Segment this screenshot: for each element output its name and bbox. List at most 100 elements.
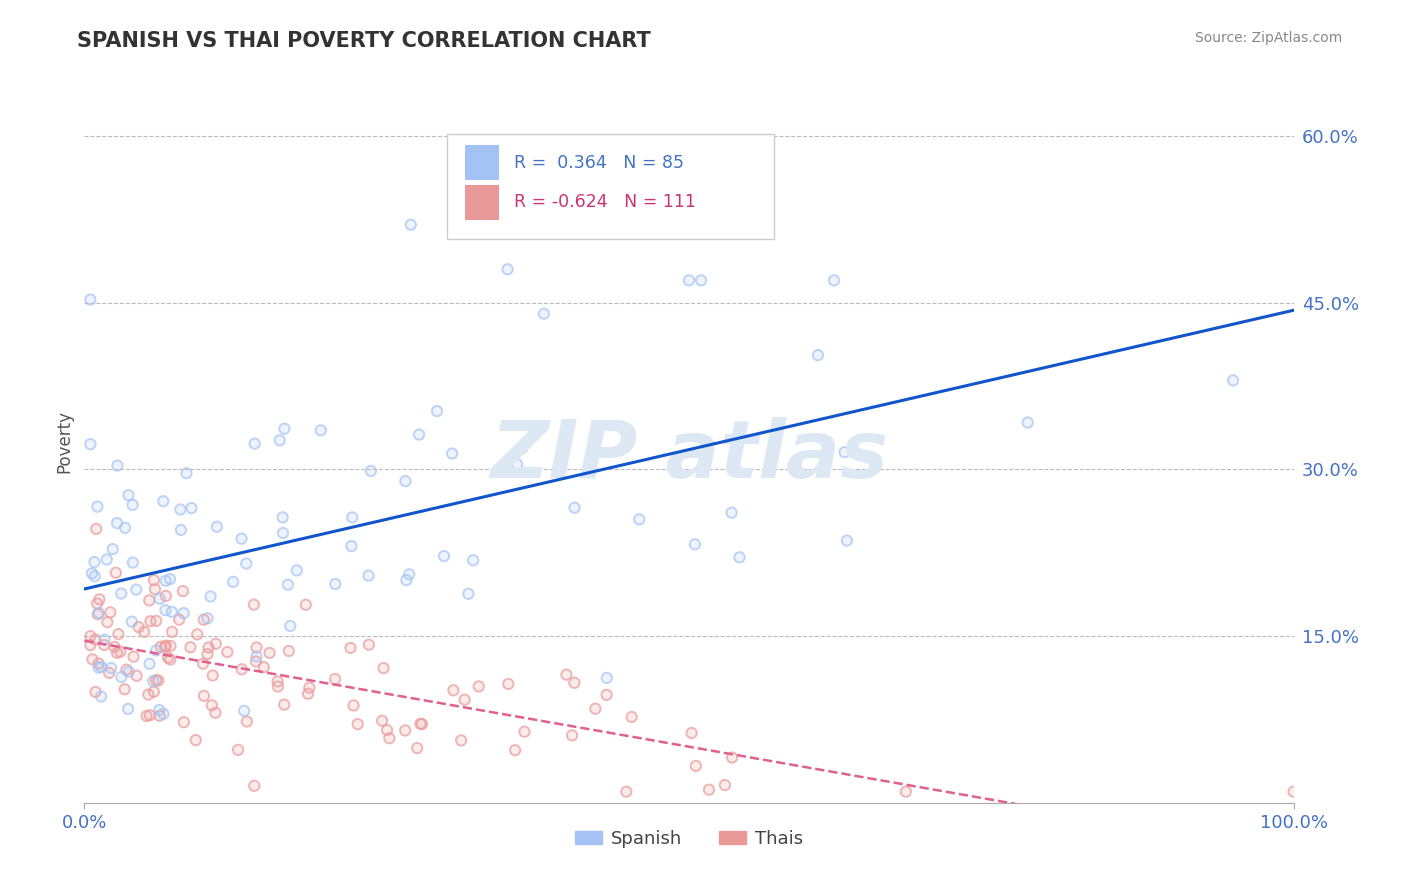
Point <box>297 687 319 701</box>
Point <box>145 673 167 688</box>
Point <box>79 293 101 307</box>
Point <box>201 668 224 682</box>
Point <box>184 733 207 747</box>
Point <box>125 669 148 683</box>
Point <box>93 638 115 652</box>
Point <box>122 649 145 664</box>
Point <box>197 647 219 661</box>
Point <box>84 522 107 536</box>
Point <box>107 458 129 473</box>
Point <box>87 661 110 675</box>
Point <box>159 572 181 586</box>
Point <box>114 521 136 535</box>
Point <box>121 498 143 512</box>
Point <box>298 681 321 695</box>
Point <box>277 644 299 658</box>
Point <box>160 624 183 639</box>
Point <box>1222 373 1244 387</box>
Point <box>159 652 181 666</box>
Point <box>145 614 167 628</box>
Point <box>117 702 139 716</box>
Point <box>411 717 433 731</box>
Point <box>84 522 107 536</box>
Point <box>426 404 449 418</box>
Point <box>197 647 219 661</box>
Point <box>236 714 259 729</box>
Point <box>79 629 101 643</box>
Point <box>160 605 183 619</box>
Point <box>80 566 103 581</box>
Point <box>406 741 429 756</box>
Point <box>121 615 143 629</box>
Text: R =  0.364   N = 85: R = 0.364 N = 85 <box>513 153 683 171</box>
Point <box>100 661 122 675</box>
Point <box>107 627 129 641</box>
Point <box>555 667 578 681</box>
Point <box>231 662 253 676</box>
Point <box>373 661 395 675</box>
Point <box>143 582 166 596</box>
Point <box>110 670 132 684</box>
Point <box>441 683 464 698</box>
Point <box>79 629 101 643</box>
Point <box>596 671 619 685</box>
Point <box>152 494 174 508</box>
Point <box>155 574 177 588</box>
Point <box>176 466 198 480</box>
Point <box>138 657 160 671</box>
Point <box>406 741 429 756</box>
Point <box>167 613 190 627</box>
Point <box>139 614 162 628</box>
Point <box>323 672 346 686</box>
Point <box>157 650 180 665</box>
Point <box>159 572 181 586</box>
Point <box>149 640 172 654</box>
Point <box>267 680 290 694</box>
Point <box>394 474 416 488</box>
Point <box>138 593 160 607</box>
Point <box>104 566 127 580</box>
Point <box>93 632 115 647</box>
FancyBboxPatch shape <box>447 135 773 239</box>
Point <box>159 639 181 653</box>
Point <box>87 657 110 671</box>
Text: R = -0.624   N = 111: R = -0.624 N = 111 <box>513 194 696 211</box>
Point <box>191 657 214 671</box>
Point <box>243 436 266 450</box>
Point <box>339 640 361 655</box>
Point <box>721 750 744 764</box>
Point <box>153 640 176 654</box>
Point <box>297 687 319 701</box>
Point <box>243 436 266 450</box>
Point <box>373 661 395 675</box>
Point <box>193 689 215 703</box>
Point <box>346 717 368 731</box>
Point <box>233 704 256 718</box>
Point <box>96 552 118 566</box>
Text: Source: ZipAtlas.com: Source: ZipAtlas.com <box>1195 31 1343 45</box>
Point <box>114 521 136 535</box>
Point <box>233 704 256 718</box>
Point <box>110 645 132 659</box>
Point <box>295 598 318 612</box>
Point <box>138 593 160 607</box>
Point <box>339 640 361 655</box>
Point <box>197 611 219 625</box>
Point <box>173 715 195 730</box>
Point <box>222 574 245 589</box>
Point <box>496 262 519 277</box>
Point <box>222 574 245 589</box>
Point <box>1017 416 1039 430</box>
Point <box>110 586 132 600</box>
Point <box>172 584 194 599</box>
Point <box>169 502 191 516</box>
Point <box>614 785 637 799</box>
Point <box>450 733 472 747</box>
Point <box>561 728 583 742</box>
Point <box>271 510 294 524</box>
Point <box>503 743 526 757</box>
Point <box>226 743 249 757</box>
Point <box>533 307 555 321</box>
Point <box>683 537 706 551</box>
Point <box>245 649 267 664</box>
